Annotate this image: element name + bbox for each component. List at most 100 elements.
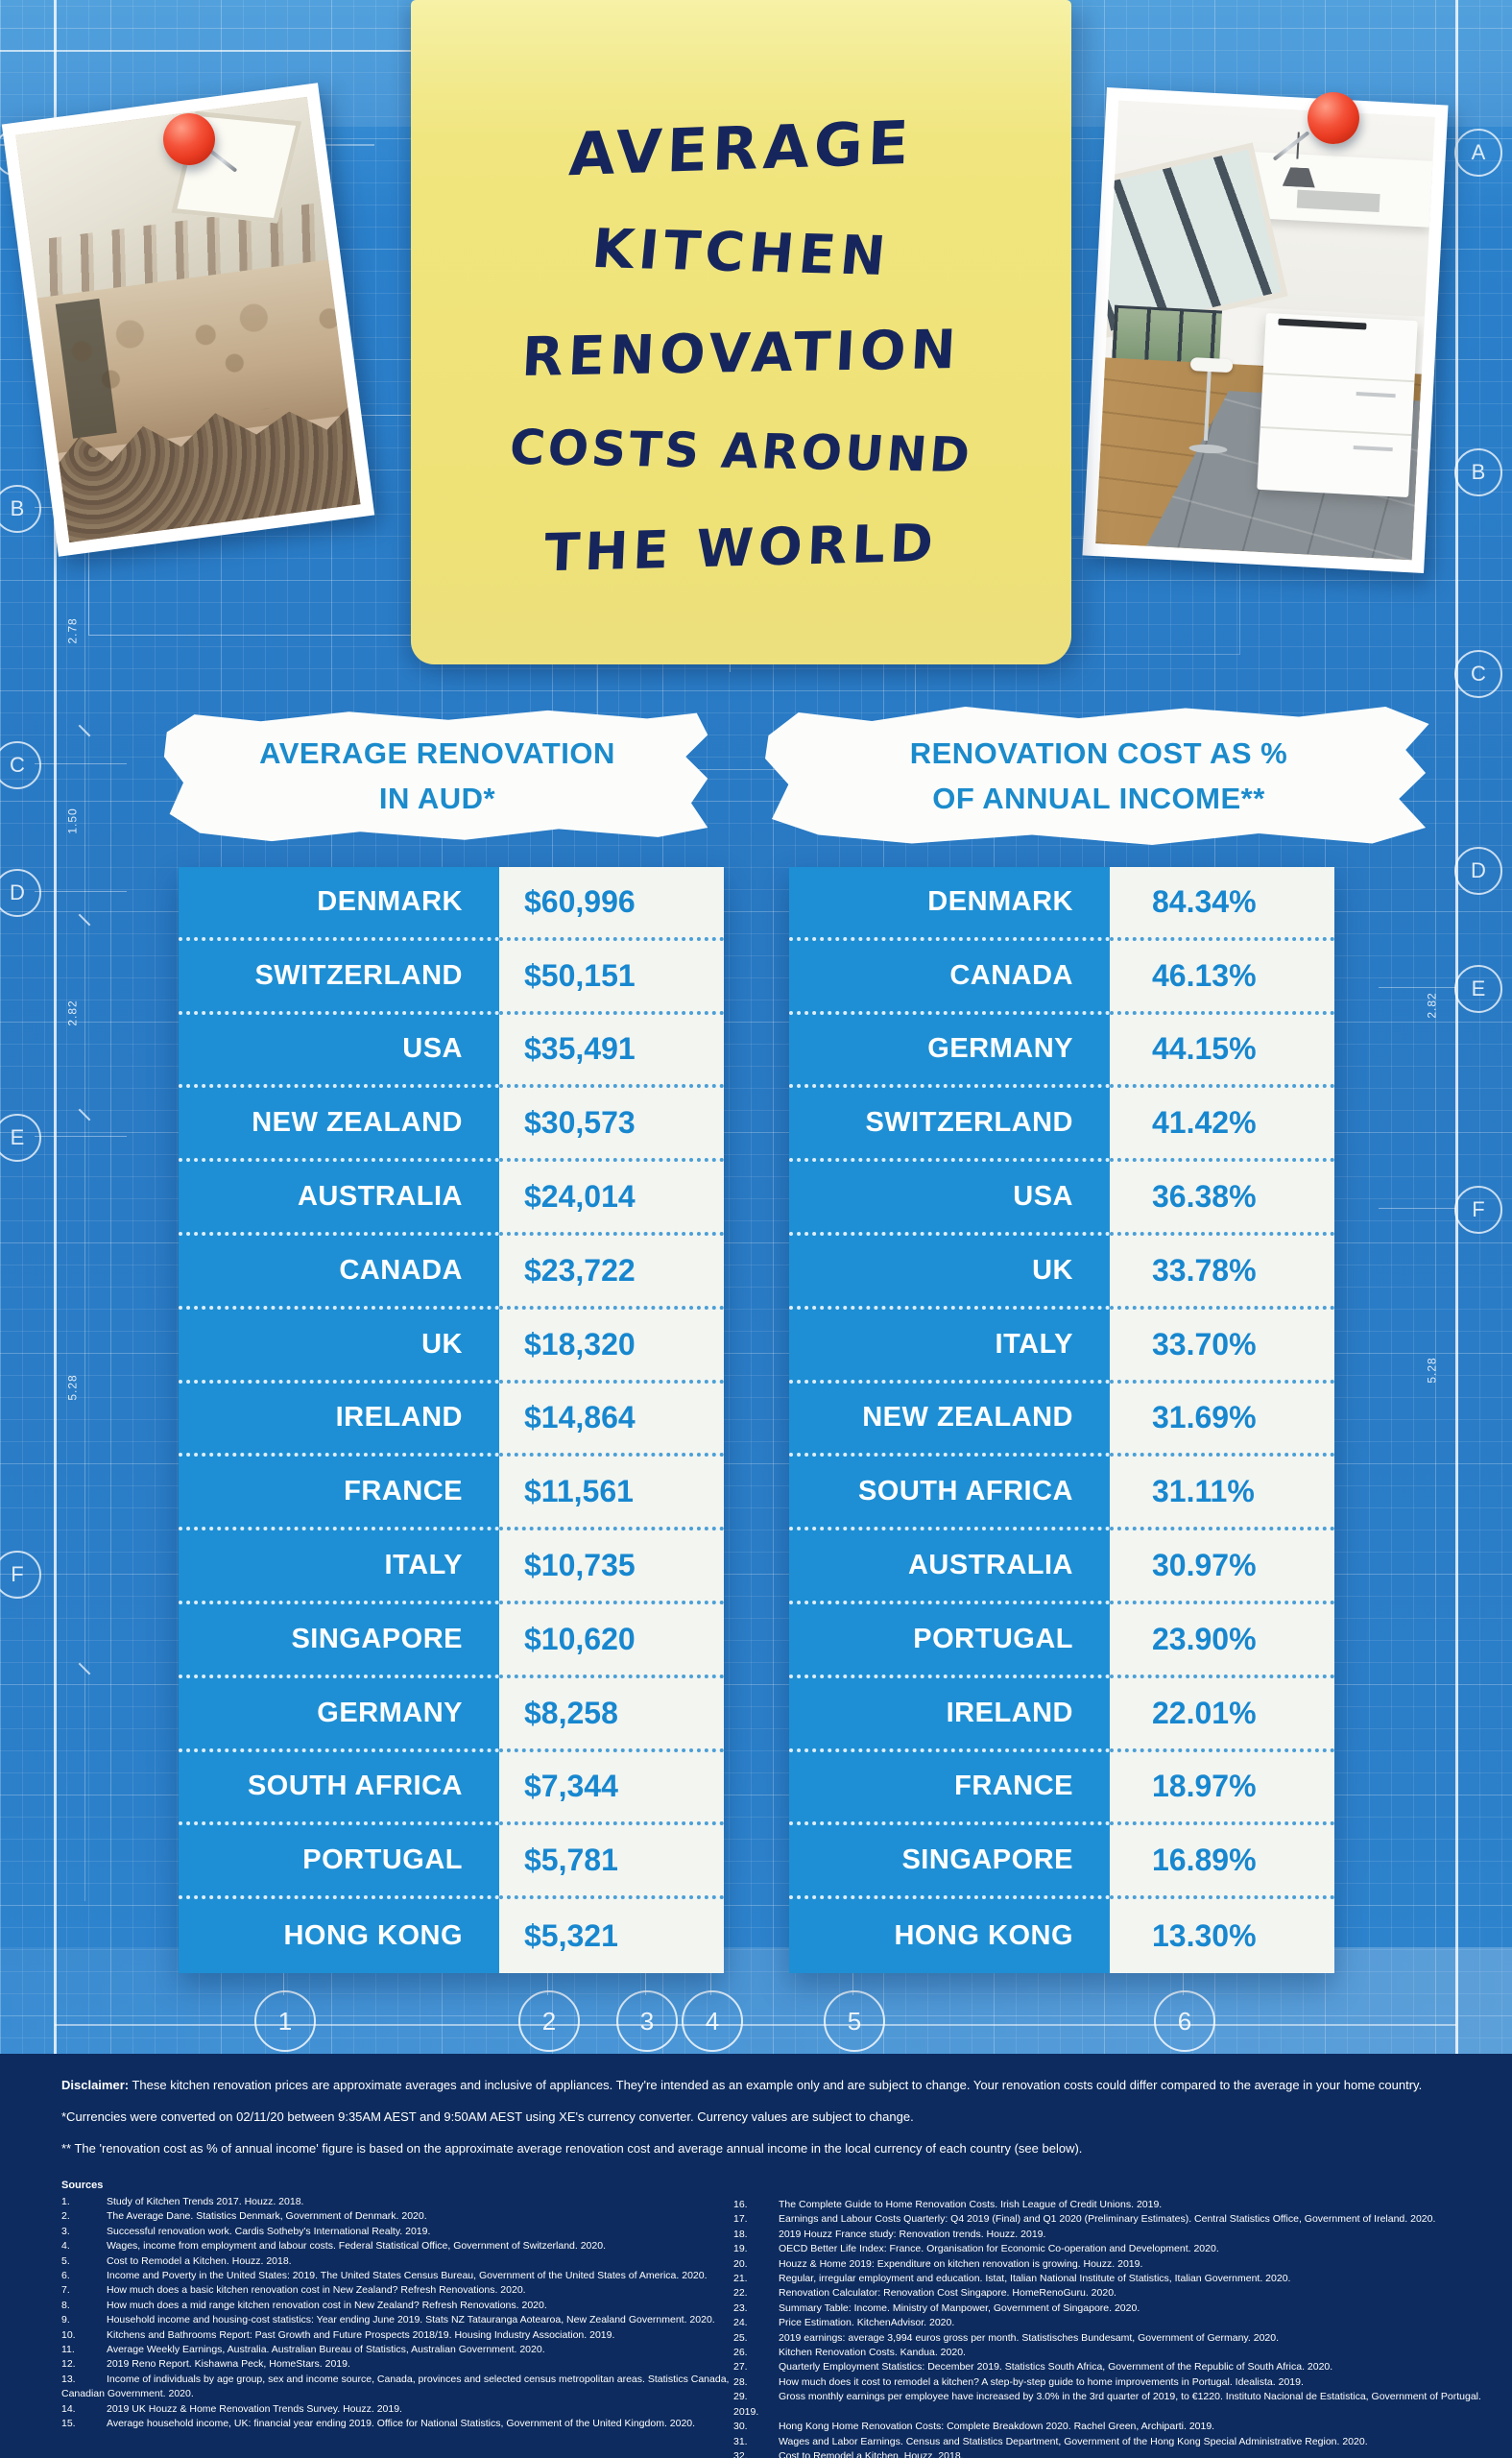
row-marker-e-right: E	[1454, 965, 1502, 1013]
leader-line	[35, 891, 127, 892]
col-marker-3: 3	[616, 1990, 678, 2052]
col-marker-2: 2	[518, 1990, 580, 2052]
country-label: GERMANY	[789, 1014, 1110, 1089]
row-marker-c: C	[0, 741, 41, 789]
sources-label: Sources	[61, 2180, 104, 2191]
source-item: 21. Regular, irregular employment and edu…	[733, 2273, 1291, 2285]
country-label: IRELAND	[789, 1677, 1110, 1752]
cost-row: SWITZERLAND $50,151	[179, 940, 724, 1015]
aud-column-header: AVERAGE RENOVATION IN AUD*	[163, 710, 708, 842]
percent-value: 30.97%	[1110, 1530, 1334, 1604]
title-line-5: THE WORLD	[542, 512, 940, 584]
disclaimer-text: Disclaimer: These kitchen renovation pri…	[61, 2078, 1423, 2092]
country-label: UK	[179, 1309, 499, 1384]
cost-value: $18,320	[499, 1309, 724, 1384]
country-label: AUSTRALIA	[789, 1530, 1110, 1604]
cost-row: GERMANY $8,258	[179, 1677, 724, 1752]
country-label: USA	[179, 1014, 499, 1089]
cost-row: DENMARK $60,996	[179, 867, 724, 941]
cost-value: $5,781	[499, 1825, 724, 1900]
cost-row: NEW ZEALAND $30,573	[179, 1088, 724, 1163]
source-item: 11. Average Weekly Earnings, Australia. A…	[61, 2344, 545, 2356]
title-line-3: RENOVATION	[519, 319, 963, 389]
source-item: 22. Renovation Calculator: Renovation Cos…	[733, 2287, 1116, 2300]
percent-value: 18.97%	[1110, 1751, 1334, 1826]
percent-row: USA 36.38%	[789, 1162, 1334, 1236]
percent-row: AUSTRALIA 30.97%	[789, 1530, 1334, 1604]
sources-column-right: 16. The Complete Guide to Home Renovation…	[733, 2180, 1493, 2458]
cost-value: $11,561	[499, 1457, 724, 1531]
row-marker-d: D	[0, 869, 41, 917]
source-item: 9. Household income and housing-cost stat…	[61, 2314, 715, 2326]
aud-header-line1: AVERAGE RENOVATION	[259, 736, 615, 770]
percent-row: SINGAPORE 16.89%	[789, 1825, 1334, 1900]
source-item: 5. Cost to Remodel a Kitchen. Houzz. 2018…	[61, 2254, 292, 2267]
source-item: 12. 2019 Reno Report. Kishawna Peck, Home…	[61, 2358, 350, 2371]
leader-line	[1379, 1208, 1455, 1209]
country-label: ITALY	[179, 1530, 499, 1604]
source-item: 1. Study of Kitchen Trends 2017. Houzz. 2…	[61, 2196, 304, 2207]
country-label: SINGAPORE	[789, 1825, 1110, 1900]
col-marker-6: 6	[1154, 1990, 1215, 2052]
percent-value: 16.89%	[1110, 1825, 1334, 1900]
source-item: 26. Kitchen Renovation Costs. Kandua. 202…	[733, 2347, 966, 2359]
plan-line	[55, 2024, 1456, 2026]
income-note: ** The 'renovation cost as % of annual i…	[61, 2141, 1083, 2156]
country-label: USA	[789, 1162, 1110, 1236]
country-label: NEW ZEALAND	[789, 1383, 1110, 1458]
percent-value: 22.01%	[1110, 1677, 1334, 1752]
new-kitchen-photo-image	[1095, 100, 1435, 561]
source-item: 27. Quarterly Employment Statistics: Dece…	[733, 2361, 1333, 2374]
cost-value: $10,735	[499, 1530, 724, 1604]
source-item: 17. Earnings and Labour Costs Quarterly: …	[733, 2213, 1436, 2226]
cost-row: PORTUGAL $5,781	[179, 1825, 724, 1900]
cost-value: $5,321	[499, 1899, 724, 1973]
cost-value: $24,014	[499, 1162, 724, 1236]
percent-row: FRANCE 18.97%	[789, 1751, 1334, 1826]
dim-label: 1.50	[65, 807, 80, 834]
percent-row: SWITZERLAND 41.42%	[789, 1088, 1334, 1163]
country-label: SWITZERLAND	[789, 1088, 1110, 1163]
col-marker-4: 4	[682, 1990, 743, 2052]
country-label: SOUTH AFRICA	[179, 1751, 499, 1826]
country-label: PORTUGAL	[179, 1825, 499, 1900]
percent-value: 31.69%	[1110, 1383, 1334, 1458]
source-item: 14. 2019 UK Houzz & Home Renovation Trend…	[61, 2402, 402, 2415]
dim-label: 2.82	[65, 1000, 80, 1026]
source-item: 24. Price Estimation. KitchenAdvisor. 202…	[733, 2317, 955, 2329]
percent-row: HONG KONG 13.30%	[789, 1899, 1334, 1973]
country-label: DENMARK	[179, 867, 499, 941]
leader-line	[35, 1136, 127, 1137]
row-marker-b: B	[0, 485, 41, 533]
source-item: 15. Average household income, UK: financi…	[61, 2418, 696, 2430]
source-item: 8. How much does a mid range kitchen reno…	[61, 2299, 547, 2311]
country-label: ITALY	[789, 1309, 1110, 1384]
title-line-2: KITCHEN	[588, 217, 894, 289]
cost-value: $23,722	[499, 1235, 724, 1310]
country-label: SINGAPORE	[179, 1603, 499, 1678]
row-marker-d-right: D	[1454, 847, 1502, 895]
source-item: 19. OECD Better Life Index: France. Organ…	[733, 2243, 1219, 2255]
margin-rail-right	[1455, 0, 1458, 2054]
col-marker-1: 1	[254, 1990, 316, 2052]
cost-row: USA $35,491	[179, 1014, 724, 1089]
cost-value: $8,258	[499, 1677, 724, 1752]
source-item: 4. Wages, income from employment and labo…	[61, 2240, 606, 2253]
percent-value: 33.70%	[1110, 1309, 1334, 1384]
country-label: DENMARK	[789, 867, 1110, 941]
country-label: SWITZERLAND	[179, 940, 499, 1015]
row-marker-f: F	[0, 1551, 41, 1599]
dim-label: 5.28	[65, 1374, 80, 1401]
country-label: PORTUGAL	[789, 1603, 1110, 1678]
percent-row: UK 33.78%	[789, 1235, 1334, 1310]
source-item: 7. How much does a basic kitchen renovati…	[61, 2284, 526, 2297]
source-item: 31. Wages and Labor Earnings. Census and …	[733, 2435, 1368, 2447]
col-marker-5: 5	[824, 1990, 885, 2052]
margin-rail-left	[54, 0, 57, 2054]
sources-column-left: Sources 1. Study of Kitchen Trends 2017. …	[61, 2180, 733, 2458]
cost-row: IRELAND $14,864	[179, 1383, 724, 1458]
income-table: DENMARK 84.34% CANADA 46.13% GERMANY 44.…	[789, 867, 1334, 1973]
percent-value: 33.78%	[1110, 1235, 1334, 1310]
percent-value: 41.42%	[1110, 1088, 1334, 1163]
source-item: 32. Cost to Remodel a Kitchen. Houzz. 201…	[733, 2449, 964, 2458]
